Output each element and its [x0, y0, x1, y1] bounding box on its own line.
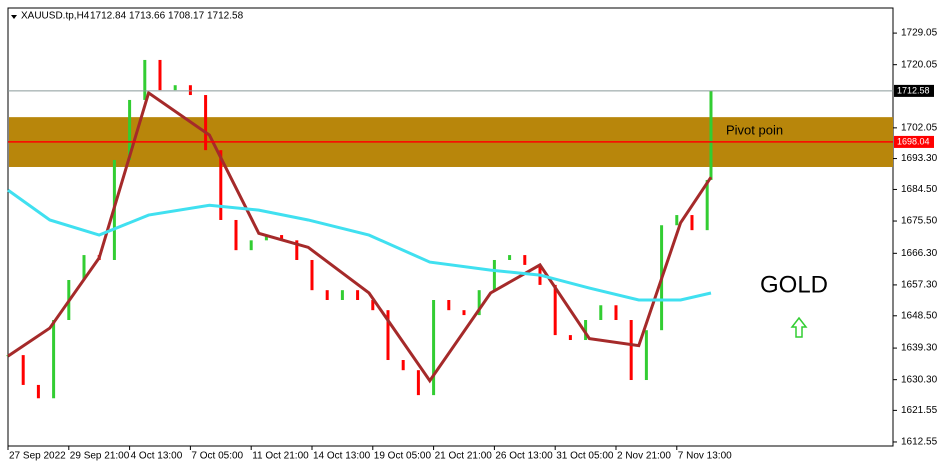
x-tick-label: 2 Nov 21:00	[617, 451, 671, 462]
x-tick-label: 7 Oct 05:00	[191, 451, 243, 462]
candle	[356, 290, 360, 300]
candle	[52, 320, 56, 399]
candle	[477, 290, 481, 316]
x-tick-label: 19 Oct 05:00	[374, 451, 432, 462]
candle	[553, 284, 557, 336]
candle	[690, 215, 694, 231]
level-tag	[894, 135, 934, 148]
candle	[508, 255, 512, 260]
candle	[295, 240, 299, 260]
y-tick-label: 1630.30	[901, 374, 938, 385]
level-label: 1712.58	[897, 85, 930, 95]
candle	[188, 85, 192, 96]
y-tick-label: 1648.50	[901, 310, 938, 321]
candle	[310, 259, 314, 291]
up-arrow	[790, 316, 808, 338]
candle	[705, 179, 709, 231]
candle	[234, 219, 238, 251]
indicator-line	[7, 188, 712, 302]
candle	[21, 355, 25, 385]
y-tick-label: 1684.50	[901, 184, 938, 195]
candle	[371, 300, 375, 311]
x-tick-label: 31 Oct 05:00	[556, 451, 614, 462]
candle	[709, 90, 713, 180]
candle	[173, 85, 177, 91]
level-label: 1698.04	[897, 136, 930, 146]
open: 1712.84	[90, 11, 127, 22]
candle	[523, 255, 527, 265]
x-tick-label: 11 Oct 21:00	[252, 451, 309, 462]
candle	[584, 320, 588, 341]
candle	[219, 150, 223, 220]
x-tick-label: 4 Oct 13:00	[131, 451, 183, 462]
candle	[492, 259, 496, 291]
candle	[264, 235, 268, 241]
y-tick-label: 1612.55	[901, 437, 938, 448]
plot-frame	[7, 7, 894, 447]
x-tick-label: 26 Oct 13:00	[495, 451, 553, 462]
candle	[447, 300, 451, 311]
candle	[629, 320, 633, 381]
close: 1712.58	[207, 11, 244, 22]
indicator-line	[7, 90, 713, 384]
symbol: XAUUSD.tp,H4	[21, 11, 90, 22]
y-tick-label: 1693.30	[901, 153, 938, 164]
y-tick-label: 1729.05	[901, 28, 938, 39]
candle	[416, 370, 420, 396]
y-tick-label: 1621.55	[901, 405, 938, 416]
x-tick-label: 21 Oct 21:00	[435, 451, 493, 462]
candle	[280, 235, 284, 241]
candle	[462, 310, 466, 316]
candle	[675, 215, 679, 226]
candle	[143, 59, 147, 100]
x-tick-label: 29 Sep 21:00	[70, 451, 130, 462]
plot-layer	[6, 59, 893, 399]
y-tick-label: 1720.05	[901, 59, 938, 70]
candle	[644, 330, 648, 381]
x-tick-label: 27 Sep 2022	[9, 451, 66, 462]
y-tick-label: 1702.05	[901, 122, 938, 133]
candle	[82, 255, 86, 280]
high: 1713.66	[129, 11, 166, 22]
candle	[568, 335, 572, 341]
x-tick-label: 14 Oct 13:00	[313, 451, 371, 462]
y-tick-label: 1675.50	[901, 216, 938, 227]
candle	[204, 95, 208, 151]
candle	[340, 290, 344, 300]
candle	[401, 360, 405, 371]
x-tick-label: 7 Nov 13:00	[678, 451, 732, 462]
pivot-label: Pivot poin	[726, 122, 783, 137]
candle	[432, 300, 436, 396]
low: 1708.17	[168, 11, 205, 22]
y-tick-label: 1657.30	[901, 280, 938, 291]
y-tick-label: 1639.30	[901, 343, 938, 354]
candle	[158, 59, 162, 91]
candle	[36, 384, 40, 399]
candle	[386, 310, 390, 361]
gold-label: GOLD	[760, 271, 828, 298]
candle	[325, 290, 329, 300]
y-tick-label: 1666.30	[901, 248, 938, 259]
candle	[128, 99, 132, 160]
menu-arrow	[11, 15, 17, 19]
candle	[614, 305, 618, 321]
level-tag	[894, 84, 934, 97]
candle	[249, 240, 253, 251]
candle	[599, 305, 603, 321]
